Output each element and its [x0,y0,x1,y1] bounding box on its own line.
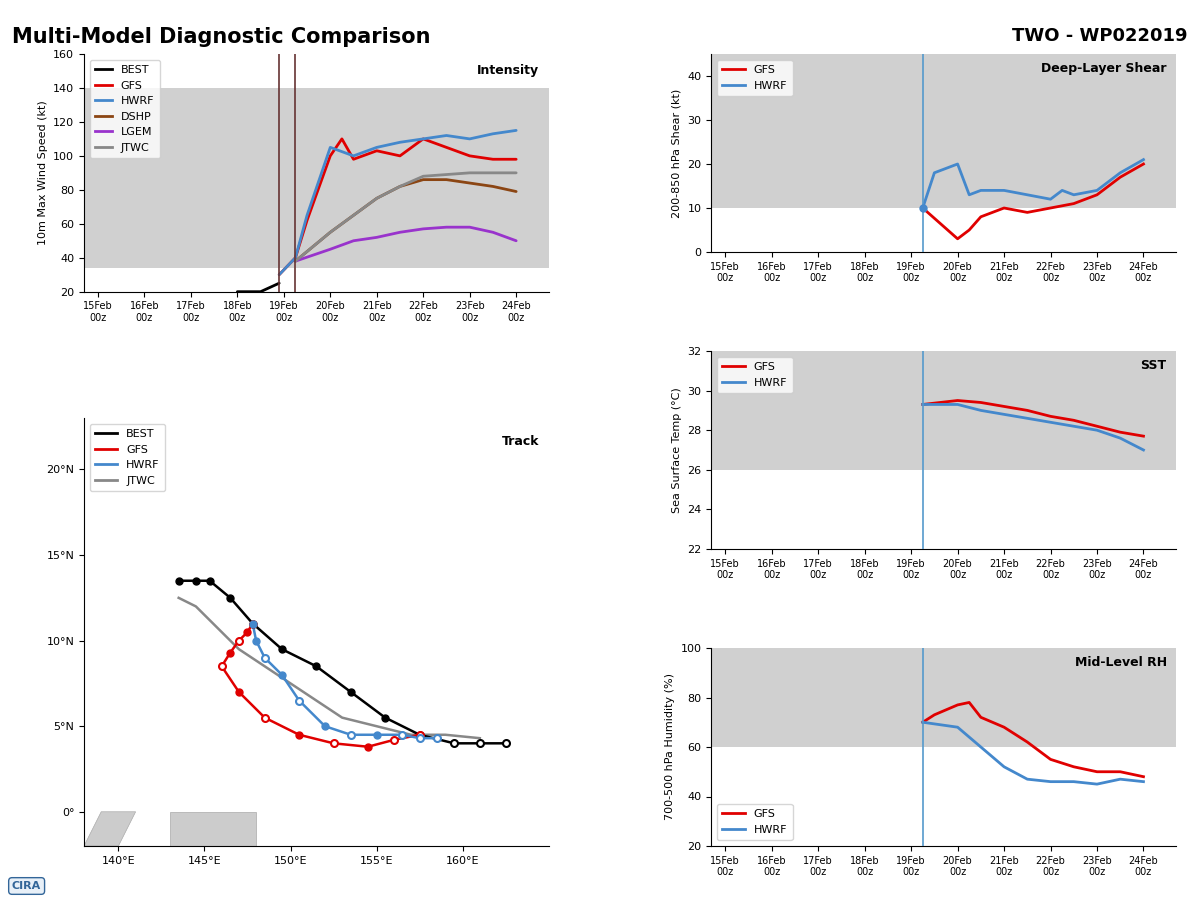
Bar [712,164,1176,208]
Text: Track: Track [502,436,539,448]
Legend: GFS, HWRF: GFS, HWRF [716,59,792,96]
Text: TWO - WP022019: TWO - WP022019 [1013,27,1188,45]
Y-axis label: 200-850 hPa Shear (kt): 200-850 hPa Shear (kt) [672,88,682,218]
Legend: BEST, GFS, HWRF, DSHP, LGEM, JTWC: BEST, GFS, HWRF, DSHP, LGEM, JTWC [90,59,160,158]
Text: SST: SST [1140,359,1166,372]
Text: Multi-Model Diagnostic Comparison: Multi-Model Diagnostic Comparison [12,27,431,47]
Text: CIRA: CIRA [12,881,41,891]
Bar [712,430,1176,470]
Legend: GFS, HWRF: GFS, HWRF [716,804,792,841]
Text: Intensity: Intensity [478,64,539,76]
Bar [84,163,548,217]
Polygon shape [170,812,256,846]
Bar [712,351,1176,430]
Legend: BEST, GFS, HWRF, JTWC: BEST, GFS, HWRF, JTWC [90,424,166,491]
Text: Mid-Level RH: Mid-Level RH [1074,656,1166,669]
Bar [84,217,548,268]
Bar [84,88,548,163]
Legend: GFS, HWRF: GFS, HWRF [716,356,792,393]
Bar [712,54,1176,164]
Y-axis label: 10m Max Wind Speed (kt): 10m Max Wind Speed (kt) [37,101,48,245]
Text: Deep-Layer Shear: Deep-Layer Shear [1042,62,1166,75]
Polygon shape [84,812,136,846]
Bar [712,648,1176,747]
Y-axis label: 700-500 hPa Humidity (%): 700-500 hPa Humidity (%) [665,673,676,821]
Y-axis label: Sea Surface Temp (°C): Sea Surface Temp (°C) [672,387,682,513]
